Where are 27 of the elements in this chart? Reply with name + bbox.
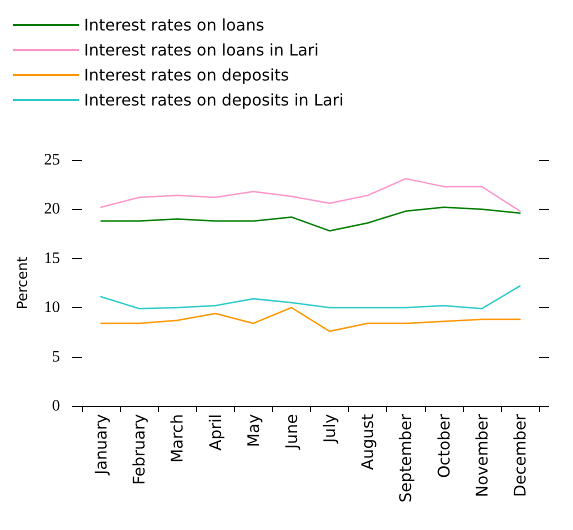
x-tick-label: June [282,414,301,450]
legend-label: Interest rates on deposits in Lari [84,90,344,110]
x-tick-label: April [206,414,225,451]
line-series [100,285,521,310]
y-tick-label: 15 [44,250,60,267]
x-tick-label: February [130,414,149,485]
x-tick-label: September [396,414,416,502]
legend-label: Interest rates on loans in Lari [84,40,319,60]
x-tick-label: November [472,414,492,498]
x-tick-label: July [320,414,340,444]
legend-label: Interest rates on loans [84,16,264,34]
line-series [100,206,521,232]
x-tick-label: December [510,414,530,497]
y-tick-label: 20 [44,200,60,218]
y-tick-label: 5 [52,348,60,366]
y-tick-label: 0 [52,398,60,414]
x-tick-label: October [434,414,454,478]
x-tick-label: January [92,414,111,476]
line-series [100,306,521,332]
line-series [100,178,521,212]
legend-label: Interest rates on deposits [84,66,290,84]
y-tick-label: 10 [44,299,60,316]
x-tick-label: May [244,414,263,448]
x-tick-label: March [168,414,187,463]
y-axis-title: Percent [15,256,31,310]
x-tick-label: August [358,414,378,470]
y-tick-label: 25 [44,152,60,168]
